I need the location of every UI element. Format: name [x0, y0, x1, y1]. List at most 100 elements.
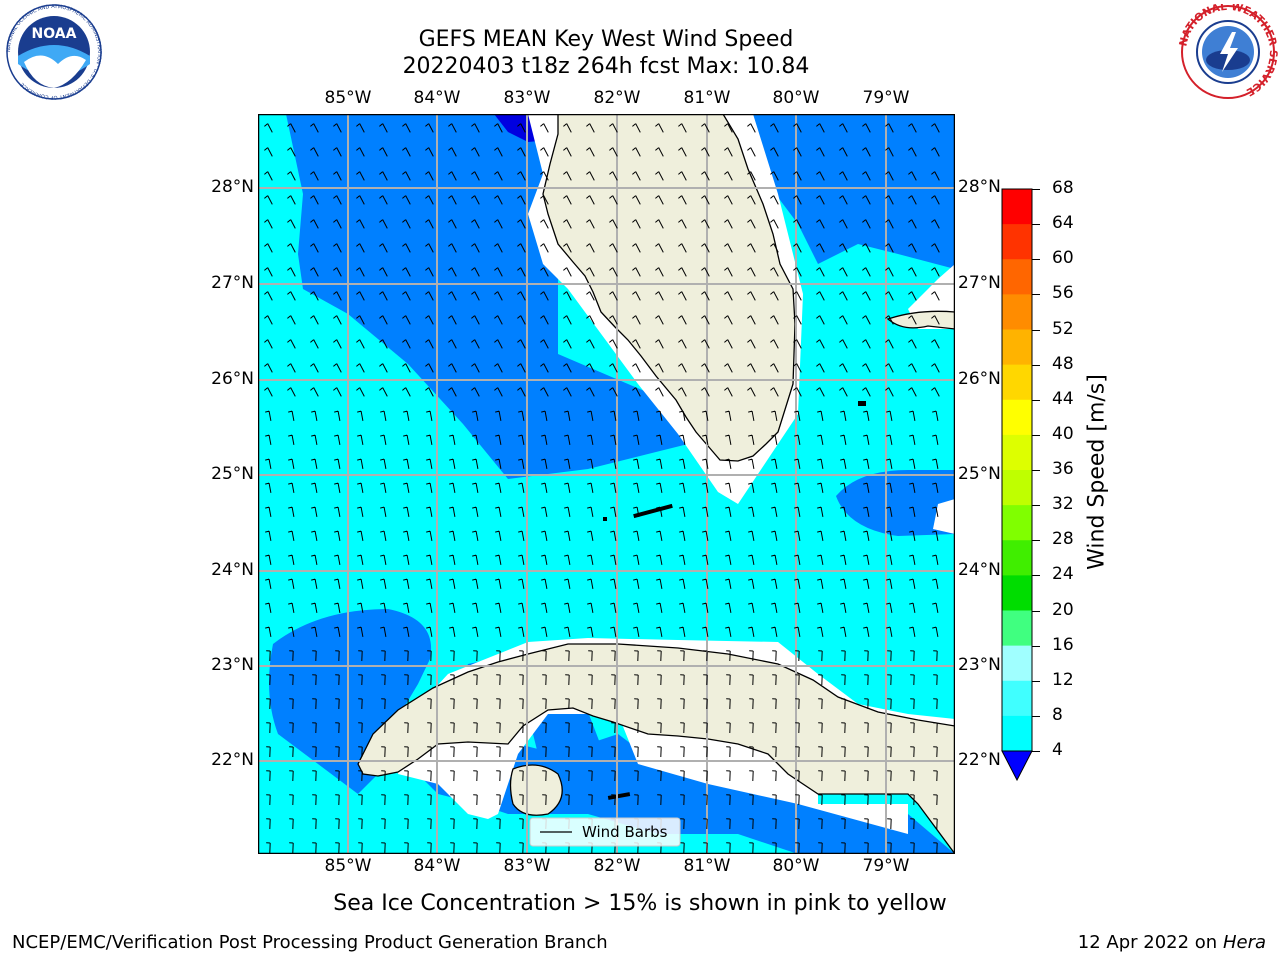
lat-tick-left: 28°N [211, 177, 254, 197]
lat-tick-right: 28°N [958, 177, 1001, 197]
cuba-gulf-low-wind-region [528, 712, 608, 774]
colorbar-band [1002, 645, 1032, 682]
colorbar-tick: 16 [1052, 634, 1074, 655]
colorbar-band [1002, 715, 1032, 752]
colorbar-tick-mark [1032, 399, 1040, 401]
sea-ice-note: Sea Ice Concentration > 15% is shown in … [333, 891, 947, 916]
wind-barb-field [264, 123, 940, 854]
lon-tick-bot: 82°W [593, 856, 641, 876]
colorbar-tick-mark [1032, 715, 1040, 717]
colorbar-tick-mark [1032, 224, 1040, 226]
colorbar-band [1002, 364, 1032, 401]
wind-barbs [264, 123, 940, 854]
lon-tick-bot: 81°W [683, 856, 731, 876]
colorbar-tick: 52 [1052, 318, 1074, 339]
colorbar-tick-mark [1032, 329, 1040, 331]
low-wind-regions [269, 114, 955, 854]
colorbar-band [1002, 505, 1032, 541]
lon-tick-bot: 80°W [772, 856, 820, 876]
colorbar-tick: 24 [1052, 564, 1074, 585]
colorbar-tick: 48 [1052, 353, 1074, 374]
colorbar-band [1002, 224, 1032, 260]
lat-tick-left: 23°N [211, 655, 254, 675]
western-low-wind-region [269, 609, 432, 794]
colorbar-tick: 8 [1052, 704, 1063, 725]
colorbar-tick-mark [1032, 294, 1040, 296]
graticule [258, 114, 955, 854]
florida-peninsula [542, 114, 796, 462]
colorbar-tick: 68 [1052, 178, 1074, 198]
colorbar-tick-mark [1032, 259, 1040, 261]
colorbar-label: Wind Speed [m/s] [1084, 374, 1110, 570]
lon-tick-top: 84°W [413, 88, 461, 108]
footer-date-text: 12 Apr 2022 on [1077, 932, 1218, 953]
colorbar-tick-mark [1032, 364, 1040, 366]
colorbar-band [1002, 259, 1032, 295]
colorbar-band [1002, 189, 1032, 225]
colorbar-band [1002, 680, 1032, 717]
colorbar-tick-mark [1032, 505, 1040, 507]
lat-tick-right: 26°N [958, 369, 1001, 389]
lat-tick-left: 22°N [211, 750, 254, 770]
colorbar-band [1002, 610, 1032, 647]
lon-tick-top: 83°W [503, 88, 551, 108]
colorbar-tick-mark [1032, 470, 1040, 471]
legend-label: Wind Barbs [582, 823, 668, 841]
chart-title-line2: 20220403 t18z 264h fcst Max: 10.84 [402, 54, 810, 79]
wind-barbs-legend: Wind Barbs [529, 817, 681, 847]
colorbar-band [1002, 470, 1032, 506]
colorbar-tick: 4 [1052, 740, 1063, 760]
bahamas-island [886, 310, 955, 330]
colorbar-band [1002, 434, 1032, 471]
lat-tick-right: 27°N [958, 273, 1001, 293]
lat-tick-left: 26°N [211, 369, 254, 389]
lon-tick-top: 81°W [683, 88, 731, 108]
colorbar-tick: 12 [1052, 669, 1074, 690]
colorbar-band [1002, 575, 1032, 611]
colorbar-tick: 40 [1052, 423, 1074, 444]
colorbar-band [1002, 329, 1032, 366]
lon-tick-bot: 84°W [413, 856, 461, 876]
lat-tick-right: 23°N [958, 655, 1001, 675]
atlantic-low-wind-region-east [836, 470, 955, 536]
lat-tick-left: 25°N [211, 464, 254, 484]
lon-tick-bot: 79°W [862, 856, 910, 876]
colorbar-tick: 56 [1052, 283, 1074, 304]
chart-title-line1: GEFS MEAN Key West Wind Speed [418, 27, 794, 52]
colorbar-tick: 44 [1052, 388, 1074, 409]
lat-tick-right: 24°N [958, 560, 1001, 580]
lat-tick-left: 24°N [211, 560, 254, 580]
lon-tick-top: 85°W [324, 88, 372, 108]
cuba-south-low-wind-region [408, 734, 955, 854]
lat-tick-left: 27°N [211, 273, 254, 293]
colorbar-tick-mark [1032, 575, 1040, 577]
lat-tick-right: 25°N [958, 464, 1001, 484]
land-masses [357, 114, 955, 854]
lon-tick-bot: 85°W [324, 856, 372, 876]
colorbar-tick-mark [1032, 189, 1040, 190]
lon-tick-top: 79°W [862, 88, 910, 108]
footer-machine: Hera [1222, 932, 1266, 953]
noaa-logo: NOAA NATIONAL OCEANIC AND ATMOSPHERIC AD… [6, 4, 102, 100]
colorbar-band [1002, 294, 1032, 330]
nws-logo: NATIONAL WEATHER SERVICE [1178, 4, 1278, 99]
noaa-logo-text: NOAA [32, 26, 77, 42]
footer-organization: NCEP/EMC/Verification Post Processing Pr… [12, 932, 608, 953]
colorbar-band [1002, 540, 1032, 576]
gulf-low-wind-region [286, 114, 698, 479]
colorbar-tick: 28 [1052, 529, 1074, 550]
cuba [357, 643, 955, 854]
colorbar-tick-mark [1032, 540, 1040, 542]
small-islands [603, 401, 866, 800]
colorbar-tick: 32 [1052, 494, 1074, 515]
lon-tick-bot: 83°W [503, 856, 551, 876]
atlantic-low-wind-region-north [750, 114, 955, 269]
wind-speed-map: Wind Barbs [258, 114, 955, 854]
footer-date: 12 Apr 2022 on Hera [1078, 932, 1266, 953]
lon-tick-top: 80°W [772, 88, 820, 108]
colorbar-tick: 60 [1052, 248, 1074, 269]
colorbar-tick: 36 [1052, 459, 1074, 479]
colorbar-tick-mark [1032, 680, 1040, 682]
colorbar-tick-mark [1032, 751, 1040, 752]
colorbar-tick-mark [1032, 434, 1040, 436]
